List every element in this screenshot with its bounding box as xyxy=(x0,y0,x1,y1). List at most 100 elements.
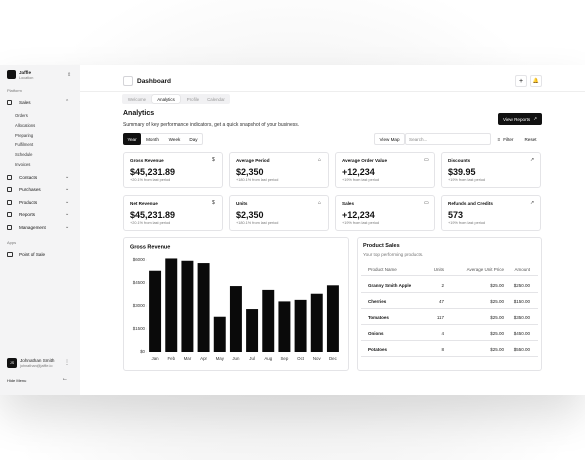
table-divider xyxy=(361,275,538,276)
nav-item[interactable]: Management xyxy=(19,224,46,230)
table-divider xyxy=(361,307,538,309)
table-cell: 47 xyxy=(438,299,444,304)
nav-item[interactable]: Purchases xyxy=(19,187,41,193)
nav-item[interactable]: Sales xyxy=(19,100,31,105)
reset-button[interactable]: Reset xyxy=(519,133,542,145)
table-cell: Onions xyxy=(368,331,384,336)
nav-icon[interactable] xyxy=(7,199,12,205)
hide-menu[interactable]: Hide Menu xyxy=(7,378,27,383)
kpi-change: +180.1% from last period xyxy=(236,221,279,225)
nav-item[interactable]: Products xyxy=(19,199,38,205)
add-button[interactable]: + xyxy=(515,75,527,87)
table-cell: $25.00 xyxy=(490,347,504,352)
bar xyxy=(197,263,210,352)
search-input[interactable]: Search... xyxy=(405,133,491,145)
nav-icon[interactable] xyxy=(7,100,12,105)
kpi-card: Units ⌂ $2,350 +180.1% from last period xyxy=(229,195,329,231)
nav-icon[interactable] xyxy=(7,175,12,180)
table-cell: $350.00 xyxy=(513,315,530,320)
user-menu-icon[interactable]: ⋮ xyxy=(64,360,70,366)
nav-subitem[interactable]: Invoices xyxy=(15,162,31,167)
nav-item[interactable]: Reports xyxy=(19,212,36,218)
table-cell: $25.00 xyxy=(490,299,504,304)
sidebar xyxy=(0,65,80,395)
hide-menu-icon[interactable]: ← xyxy=(62,376,68,382)
nav-chevron[interactable]: ⌄ xyxy=(65,211,70,218)
filter-label[interactable]: Filter xyxy=(503,136,514,142)
table-divider xyxy=(361,291,538,293)
kpi-icon: ⌂ xyxy=(318,157,322,163)
app-item[interactable]: Point of Sale xyxy=(19,252,46,257)
nav-icon[interactable] xyxy=(7,212,12,218)
tab[interactable]: Welcome xyxy=(127,96,147,102)
x-tick-label: Feb xyxy=(167,356,175,361)
nav-subitem[interactable]: Preparing xyxy=(15,132,34,138)
user-email[interactable]: johnathan@jaffle.io xyxy=(20,363,53,368)
x-tick-label: May xyxy=(216,356,225,361)
nav-subitem[interactable]: Fulfilment xyxy=(15,142,34,148)
kpi-icon: ↗ xyxy=(530,200,535,206)
x-tick-label: Mar xyxy=(184,356,192,361)
table-header: Product Name xyxy=(368,267,397,272)
nav-icon[interactable] xyxy=(7,187,12,193)
tab[interactable]: Profile xyxy=(186,96,200,102)
kpi-icon: ▭ xyxy=(424,157,429,163)
notifications-button[interactable]: 🔔 xyxy=(530,75,542,87)
table-cell: Cherries xyxy=(368,299,387,304)
view-map-button[interactable]: View Map xyxy=(374,133,405,145)
table-header: Units xyxy=(433,267,444,272)
period-button[interactable]: Year xyxy=(123,133,141,145)
period-button[interactable]: Week xyxy=(168,136,181,142)
period-button[interactable]: Day xyxy=(189,136,198,142)
x-tick-label: Dec xyxy=(329,356,338,361)
table-divider xyxy=(361,339,538,341)
user-avatar[interactable]: JS xyxy=(7,358,17,368)
kpi-value: 573 xyxy=(448,210,464,220)
table-cell: $450.00 xyxy=(513,331,530,336)
nav-item[interactable]: Contacts xyxy=(19,175,38,180)
nav-subitem[interactable]: Allocations xyxy=(15,122,36,128)
brand-switch-icon[interactable]: ⇕ xyxy=(67,72,72,78)
y-tick-label: $6000 xyxy=(133,257,146,262)
nav-subitem[interactable]: Orders xyxy=(15,113,28,118)
product-sales-card xyxy=(357,237,542,371)
kpi-icon: ⌂ xyxy=(318,200,322,206)
table-cell: $25.00 xyxy=(490,331,504,336)
filter-button[interactable]: ≡ Filter xyxy=(494,133,517,145)
user-name[interactable]: Johnathan Smith xyxy=(20,358,55,363)
nav-chevron[interactable]: ⌄ xyxy=(65,186,70,193)
page-title: Dashboard xyxy=(137,78,171,85)
table-cell: $25.00 xyxy=(490,315,504,320)
table-cell: $250.00 xyxy=(513,283,530,288)
nav-chevron[interactable]: ⌄ xyxy=(65,223,70,230)
sidebar-toggle[interactable] xyxy=(123,76,133,86)
period-button[interactable]: Month xyxy=(146,136,159,142)
tab[interactable]: Calendar xyxy=(207,96,225,102)
kpi-label: Units xyxy=(236,201,248,206)
header-divider xyxy=(80,91,585,92)
bar xyxy=(310,293,323,352)
y-tick-label: $4500 xyxy=(133,280,146,285)
kpi-value: $39.95 xyxy=(448,167,476,177)
table-divider xyxy=(361,355,538,357)
app-icon[interactable] xyxy=(7,252,13,257)
nav-chevron[interactable]: ⌄ xyxy=(65,198,70,205)
nav-chevron[interactable]: ⌄ xyxy=(65,174,70,180)
view-reports-button[interactable]: View Reports ↗ xyxy=(498,113,542,125)
kpi-label: Average Order Value xyxy=(342,158,388,163)
brand-location[interactable]: Location xyxy=(19,75,34,80)
nav-subitem[interactable]: Schedule xyxy=(15,152,33,158)
table-cell: Tomatoes xyxy=(368,315,389,320)
kpi-value: $2,350 xyxy=(236,167,264,177)
kpi-label: Average Period xyxy=(236,158,270,163)
brand-logo[interactable] xyxy=(7,70,16,79)
kpi-change: +19% from last period xyxy=(342,221,380,225)
tab[interactable]: Analytics xyxy=(152,95,180,103)
nav-chevron[interactable]: ⌃ xyxy=(65,99,70,105)
view-reports-label[interactable]: View Reports xyxy=(502,116,531,122)
kpi-label: Gross Revenue xyxy=(130,158,164,163)
nav-icon[interactable] xyxy=(7,224,12,230)
kpi-card: Sales ▭ +12,234 +19% from last period xyxy=(335,195,435,231)
brand-name[interactable]: Jaffle xyxy=(19,70,32,75)
